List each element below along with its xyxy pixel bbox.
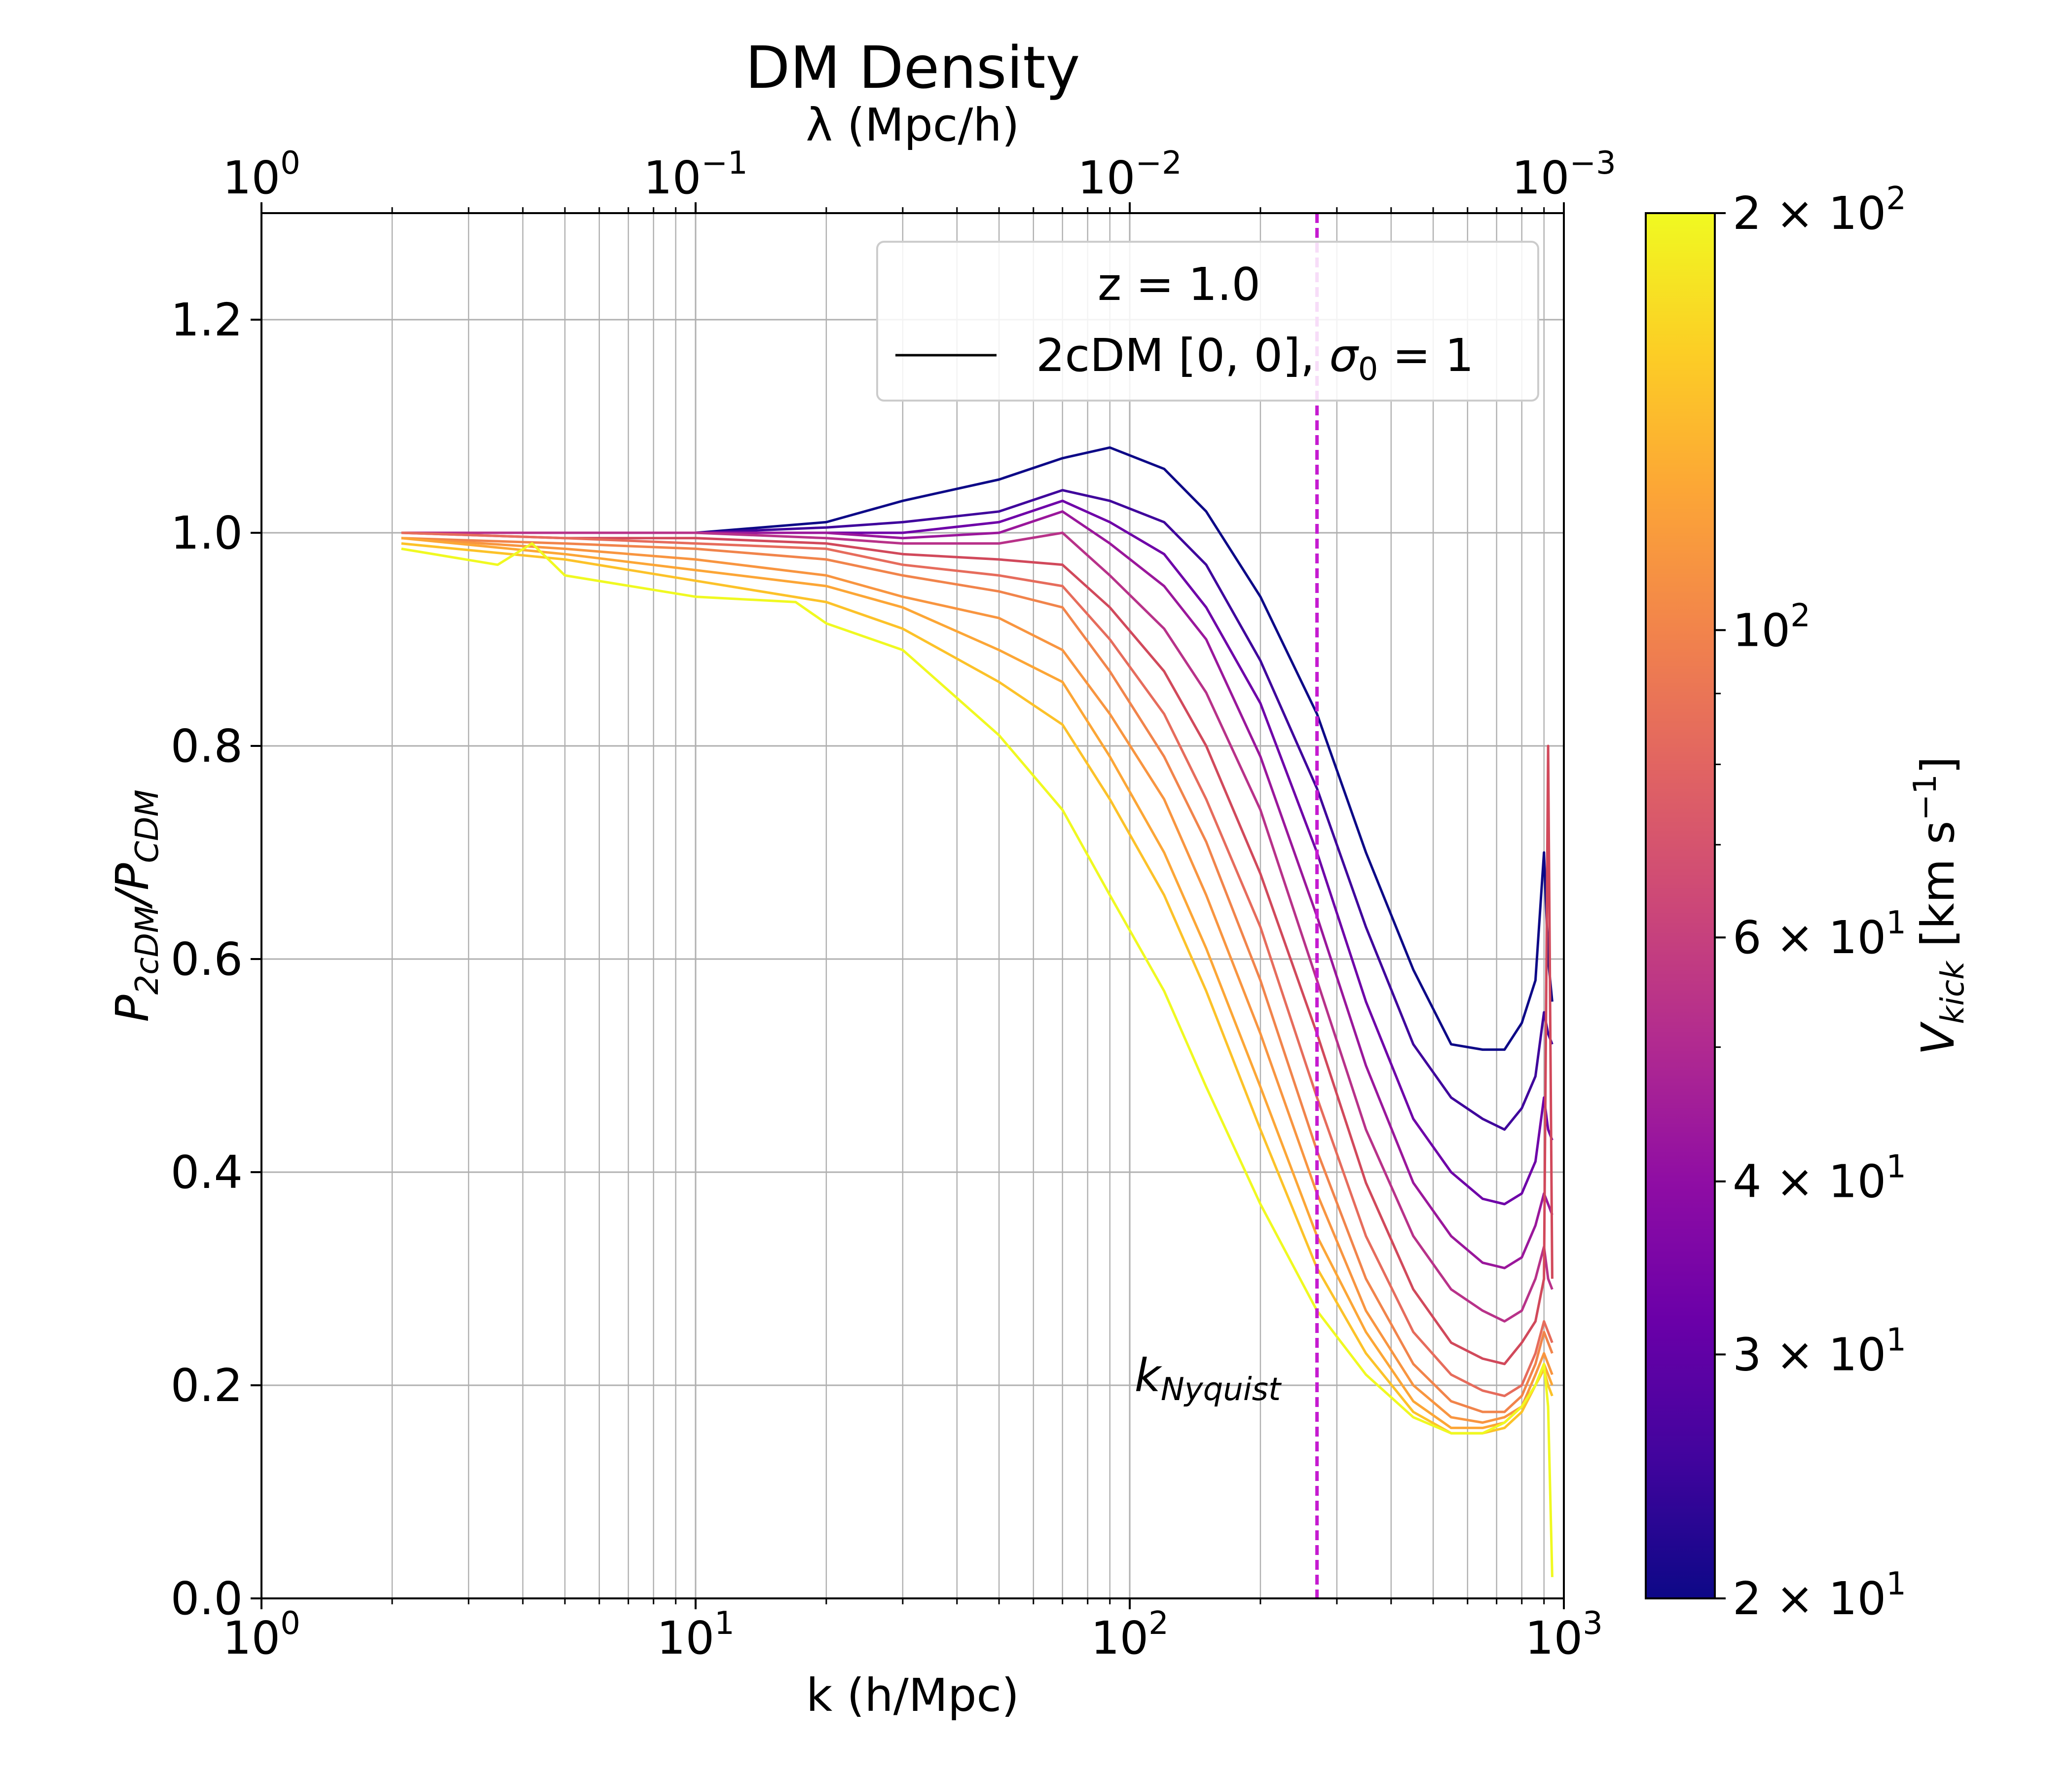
colorbar-tick-label: 102 (1733, 597, 1811, 657)
y-tick-label: 1.2 (171, 294, 243, 346)
y-tick-label: 0.2 (171, 1359, 243, 1412)
y-tick-label: 0.8 (171, 720, 243, 773)
top-tick-label: 10−2 (1077, 145, 1182, 204)
colorbar-ticks: 2 × 101 3 × 101 4 × 101 6 × 101 102 2 × 102 (1715, 181, 1906, 1625)
colorbar-tick-label: 2 × 101 (1733, 1566, 1906, 1625)
series-line-vkick-25 (401, 489, 1554, 1131)
series-group (401, 446, 1554, 1577)
legend-title: z = 1.0 (1098, 258, 1260, 311)
ticks: 0.0 0.2 0.4 0.6 0.8 1.0 1.2 100 100 101 10−1 102 10−… (171, 145, 1616, 1665)
series-line-vkick-110 (401, 537, 1554, 1424)
y-tick-label: 0.0 (171, 1572, 243, 1625)
grid (261, 213, 1564, 1598)
series-line-vkick-31 (401, 499, 1554, 1206)
top-axis-label: λ (Mpc/h) (806, 99, 1019, 151)
series-line-vkick-200 (401, 542, 1554, 1577)
chart-title: DM Density (745, 34, 1080, 102)
series-line-vkick-47 (401, 531, 1554, 1323)
colorbar (1645, 212, 1716, 1599)
nyquist-label: kNyquist (1135, 1349, 1282, 1408)
y-tick-label: 1.0 (171, 507, 243, 559)
colorbar-tick-label: 4 × 101 (1733, 1149, 1906, 1208)
series-line-vkick-58 (401, 531, 1554, 1366)
x-tick-label: 101 (657, 1605, 735, 1665)
series-line-vkick-38 (401, 510, 1554, 1269)
x-tick-label: 102 (1091, 1605, 1169, 1665)
legend-entry: 2cDM [0, 0], σ0 = 1 (1036, 329, 1474, 388)
top-tick-label: 10−3 (1512, 145, 1616, 204)
top-tick-label: 10−1 (643, 145, 747, 204)
y-axis-label: P2cDM/PCDM (106, 789, 166, 1022)
x-tick-label: 103 (1525, 1605, 1603, 1665)
x-axis-label: k (h/Mpc) (806, 1669, 1019, 1722)
colorbar-tick-label: 6 × 101 (1733, 905, 1906, 964)
plot-frame (260, 212, 1565, 1599)
y-tick-label: 0.6 (171, 933, 243, 986)
top-tick-label: 100 (222, 145, 300, 204)
colorbar-label: Vkick [km s−1] (1907, 756, 1971, 1055)
legend-box (876, 241, 1539, 402)
series-line-vkick-72 (401, 531, 1554, 1398)
series-line-vkick-135 (401, 537, 1554, 1429)
series-line-vkick-165 (401, 542, 1554, 1435)
colorbar-tick-label: 3 × 101 (1733, 1322, 1906, 1381)
series-line-vkick-20 (401, 446, 1554, 1051)
colorbar-tick-label: 2 × 102 (1733, 181, 1906, 240)
legend: z = 1.0 2cDM [0, 0], σ0 = 1 (876, 241, 1539, 402)
y-tick-label: 0.4 (171, 1146, 243, 1199)
x-tick-label: 100 (222, 1605, 300, 1665)
series-line-vkick-89 (401, 537, 1554, 1413)
